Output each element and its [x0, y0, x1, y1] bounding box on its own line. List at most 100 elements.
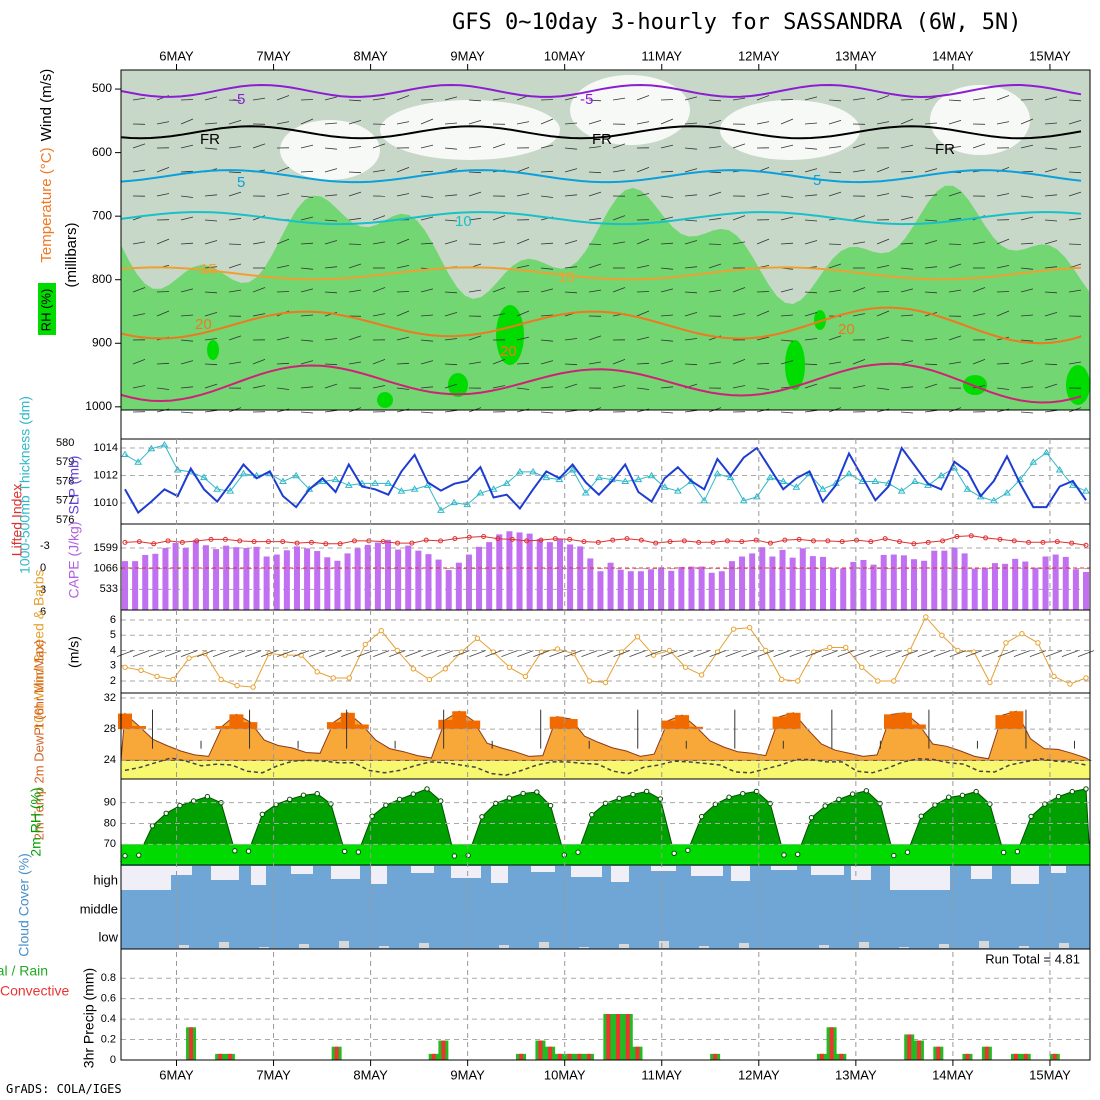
- wind-barb: [997, 650, 1015, 657]
- lifted-index-point: [165, 538, 171, 544]
- lifted-index-point: [997, 536, 1003, 542]
- wind-barb: [948, 191, 962, 197]
- wind-barb: [300, 99, 314, 101]
- wind-barb: [684, 311, 698, 317]
- cape-bar: [779, 549, 786, 610]
- wind-speed-point: [154, 673, 160, 680]
- y-axis-label-slp: SLP (mb): [66, 456, 82, 515]
- cape-bar: [850, 561, 857, 610]
- thickness-point: [621, 477, 630, 484]
- wind-barb: [564, 240, 578, 245]
- cape-bar: [860, 559, 867, 610]
- rh-point: [1055, 793, 1062, 800]
- wind-barb: [588, 99, 602, 102]
- wind-barb: [156, 166, 170, 173]
- y-tick-label-thickness: 577: [56, 495, 74, 507]
- lifted-index-point: [1069, 540, 1075, 546]
- wind-barb: [300, 216, 314, 221]
- wind-barb: [948, 335, 962, 341]
- wind-barb: [540, 288, 554, 293]
- wind-barb: [564, 147, 578, 150]
- lifted-index-point: [323, 541, 329, 547]
- thickness-point: [397, 487, 406, 494]
- wind-barb: [1068, 243, 1082, 245]
- cape-bar: [577, 546, 584, 610]
- wind-barb: [516, 310, 530, 317]
- wind-barb: [684, 338, 698, 341]
- wind-barb: [924, 168, 938, 173]
- thickness-point: [423, 481, 432, 488]
- wind-barb: [300, 267, 314, 270]
- cape-bar: [789, 557, 796, 610]
- wind-barb: [636, 166, 650, 173]
- wind-barb: [1029, 650, 1047, 657]
- wind-barb: [1044, 240, 1058, 245]
- wind-speed-point: [1003, 640, 1009, 646]
- lifted-index-point: [696, 539, 702, 545]
- lifted-index-point: [122, 539, 128, 545]
- temp-max-fill: [452, 711, 467, 730]
- lifted-index-point: [911, 541, 917, 547]
- wind-barb: [468, 171, 482, 174]
- wind-barb: [252, 385, 266, 389]
- cape-bar: [911, 559, 918, 610]
- lifted-index-point: [294, 540, 300, 546]
- wind-barb: [444, 383, 458, 389]
- wind-barb: [757, 650, 774, 657]
- y-tick-label-rh: 90: [104, 797, 116, 809]
- wind-barb: [900, 118, 914, 125]
- rh-point: [396, 796, 403, 803]
- wind-barb: [564, 363, 578, 366]
- wind-barb: [420, 195, 434, 198]
- wind-barb: [1068, 289, 1082, 293]
- day-label-top: 8MAY: [353, 48, 388, 63]
- temp-max-fill: [340, 712, 355, 730]
- rh-point: [534, 789, 540, 795]
- wind-barb: [324, 219, 338, 222]
- rh-point: [671, 850, 677, 856]
- cloud-high-gap: [451, 866, 481, 878]
- y-tick-label-wind: 3: [110, 660, 116, 672]
- lifted-index-point: [1040, 539, 1046, 545]
- wind-barb: [684, 147, 698, 150]
- wind-barb: [636, 238, 650, 245]
- rh-point: [1083, 786, 1089, 792]
- rh-point: [891, 852, 897, 859]
- thickness-point: [292, 471, 301, 479]
- wind-barb: [516, 362, 530, 365]
- wind-barb: [348, 243, 362, 245]
- lifted-index-point: [581, 539, 587, 545]
- wind-barb: [1020, 118, 1034, 125]
- thickness-point: [713, 469, 722, 477]
- wind-barb: [132, 241, 146, 245]
- temp-max-fill: [243, 722, 258, 730]
- y-tick-label: 1000: [85, 399, 112, 413]
- wind-barb: [725, 650, 742, 657]
- wind-barb: [1044, 266, 1058, 269]
- wind-barb: [516, 193, 530, 197]
- precip-bar-convective: [713, 1053, 718, 1060]
- cloud-low-bar: [739, 943, 749, 948]
- wind-barb: [948, 289, 962, 293]
- wind-barb: [444, 240, 458, 245]
- dry-patch: [380, 100, 560, 160]
- wind-barb: [876, 336, 890, 341]
- wind-barb: [444, 409, 458, 413]
- y-tick-label-slp: 1010: [94, 497, 118, 509]
- rh-point: [245, 848, 252, 854]
- lifted-index-point: [638, 537, 644, 543]
- cape-bar: [698, 566, 705, 610]
- wind-barb: [900, 339, 914, 342]
- temp-max-fill: [549, 716, 564, 730]
- wind-barb: [972, 143, 986, 149]
- wind-barb: [684, 194, 698, 197]
- wind-barb: [1068, 361, 1082, 365]
- precip-bar-convective: [567, 1053, 572, 1060]
- wind-barb: [732, 385, 746, 389]
- lifted-index-point: [839, 539, 845, 545]
- wind-barb: [708, 217, 722, 221]
- cape-bar: [435, 559, 442, 610]
- wind-barb: [780, 170, 794, 173]
- wind-barb: [661, 650, 678, 657]
- wind-barb: [156, 387, 170, 390]
